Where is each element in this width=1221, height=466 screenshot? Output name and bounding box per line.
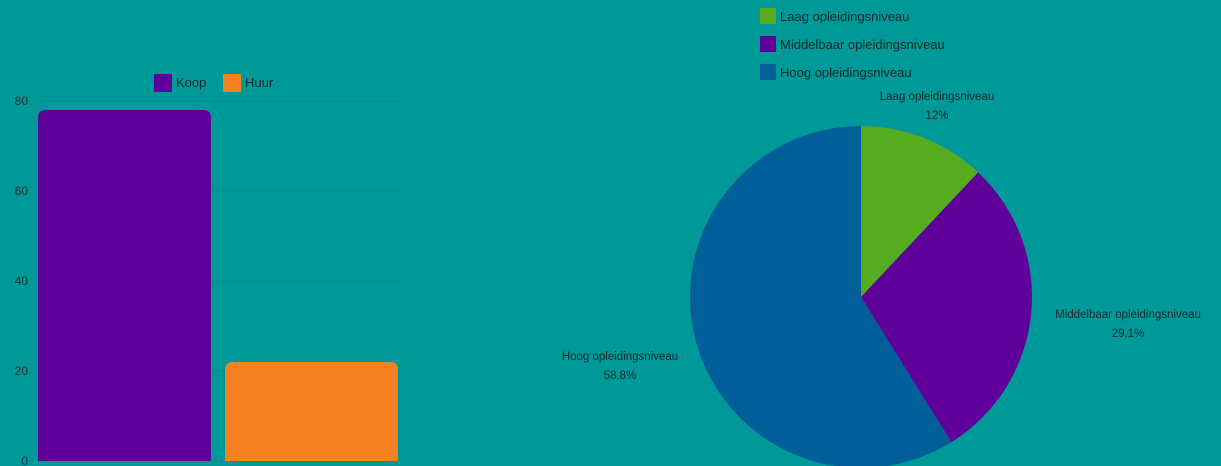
pie-legend-label: Middelbaar opleidingsniveau <box>780 37 945 52</box>
pie-legend-swatch-1 <box>760 36 776 52</box>
pie-slice-2 <box>690 126 952 466</box>
legend-label-koop: Koop <box>176 75 206 90</box>
pie-legend: Laag opleidingsniveau Middelbaar opleidin… <box>760 8 945 80</box>
bar-y-tick-label: 20 <box>15 364 29 378</box>
pie-label-value: 29.1% <box>1112 328 1145 340</box>
legend-label-huur: Huur <box>245 75 274 90</box>
pie-slice-0 <box>861 126 979 297</box>
pie-slice-1 <box>861 172 1032 443</box>
pie-labels: Laag opleidingsniveau 12% Middelbaar oplei… <box>562 91 1201 382</box>
pie-legend-swatch-0 <box>760 8 776 24</box>
pie-slices <box>690 126 1032 466</box>
legend-swatch-koop <box>154 74 172 92</box>
bar-y-tick-label: 0 <box>21 454 28 466</box>
bar-series <box>38 110 398 461</box>
pie-label-value: 58.8% <box>604 370 637 382</box>
bar-y-tick-label: 60 <box>15 184 29 198</box>
legend-swatch-huur <box>223 74 241 92</box>
bar-y-axis: 0 20 40 60 80 <box>15 94 29 466</box>
bar-y-tick-label: 40 <box>15 274 29 288</box>
pie-label-value: 12% <box>925 110 948 122</box>
pie-legend-swatch-2 <box>760 64 776 80</box>
pie-label-name: Middelbaar opleidingsniveau <box>1055 309 1201 321</box>
pie-label-name: Hoog opleidingsniveau <box>562 351 678 363</box>
pie-label-name: Laag opleidingsniveau <box>880 91 994 103</box>
bar-chart: 0 20 40 60 80 Koop Huur <box>15 74 400 466</box>
pie-legend-label: Laag opleidingsniveau <box>780 9 909 24</box>
pie-legend-label: Hoog opleidingsniveau <box>780 65 912 80</box>
bar-legend: Koop Huur <box>154 74 274 92</box>
pie-chart: Laag opleidingsniveau 12% Middelbaar oplei… <box>562 8 1201 466</box>
bar-koop <box>38 110 211 461</box>
bar-y-tick-label: 80 <box>15 94 29 108</box>
bar-huur <box>225 362 398 461</box>
